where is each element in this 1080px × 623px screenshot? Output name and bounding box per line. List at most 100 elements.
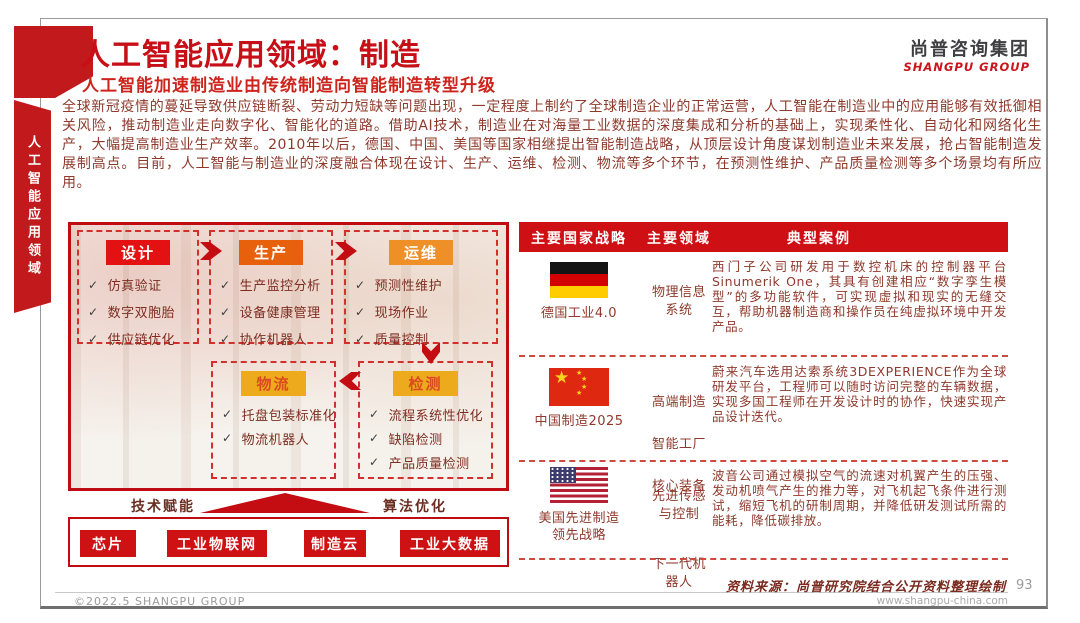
star-icon: ★ bbox=[581, 383, 588, 391]
sidebar-section-tab: 人工智能应用领域 bbox=[14, 100, 51, 313]
check-icon: ✓ bbox=[220, 331, 231, 346]
foundation-chip-bigdata: 工业大数据 bbox=[400, 530, 500, 557]
column-header-strategy: 主要国家战略 bbox=[531, 231, 627, 247]
check-icon: ✓ bbox=[220, 277, 231, 292]
list-item: ✓ 质量控制 bbox=[355, 325, 496, 352]
item-label: 质量控制 bbox=[374, 333, 429, 348]
source-note: 资料来源：尚普研究院结合公开资料整理绘制 bbox=[725, 580, 1006, 595]
enabler-label-algorithm: 算法优化 bbox=[383, 499, 447, 515]
strategy-name: 中国制造2025 bbox=[534, 414, 624, 429]
table-row-germany-flag-cell: 德国工业4.0 bbox=[523, 262, 635, 322]
list-item: ✓ 协作机器人 bbox=[220, 325, 331, 352]
field-line: 先进传感 与控制 bbox=[651, 489, 706, 522]
production-items: ✓ 生产监控分析 ✓ 设备健康管理 ✓ 协作机器人 bbox=[211, 271, 331, 352]
stage-box-operations: 运维 ✓ 预测性维护 ✓ 现场作业 ✓ 质量控制 bbox=[344, 230, 498, 348]
footer-divider bbox=[55, 592, 1008, 593]
stage-chip-logistics: 物流 bbox=[241, 371, 306, 396]
sidebar-section-label: 人工智能应用领域 bbox=[25, 134, 40, 279]
table-row-china-flag-cell: ★ ★ ★ ★ ★ 中国制造2025 bbox=[523, 368, 635, 430]
usa-flag-canton bbox=[550, 467, 576, 483]
stage-box-production: 生产 ✓ 生产监控分析 ✓ 设备健康管理 ✓ 协作机器人 bbox=[209, 230, 333, 348]
field-line: 智能工厂 bbox=[651, 437, 706, 452]
item-label: 预测性维护 bbox=[374, 279, 443, 294]
table-row-germany-fields: 物理信息 系统 bbox=[651, 285, 706, 318]
field-line: 核心装备 bbox=[651, 479, 706, 494]
row-divider bbox=[519, 460, 1008, 462]
check-icon: ✓ bbox=[220, 304, 231, 319]
star-icon: ★ bbox=[576, 369, 583, 377]
brand-name-cn: 尚普咨询集团 bbox=[910, 39, 1030, 60]
item-label: 数字双胞胎 bbox=[107, 306, 176, 321]
stage-box-logistics: 物流 ✓ 托盘包装标准化 ✓ 物流机器人 bbox=[211, 361, 336, 479]
list-item: ✓ 产品质量检测 bbox=[369, 450, 491, 474]
check-icon: ✓ bbox=[369, 407, 380, 421]
website-text: www.shangpu-china.com bbox=[876, 595, 1008, 607]
copyright-text: ©2022.5 SHANGPU GROUP bbox=[74, 595, 246, 608]
foundation-chip-cloud: 制造云 bbox=[304, 530, 366, 557]
list-item: ✓ 现场作业 bbox=[355, 298, 496, 325]
list-item: ✓ 生产监控分析 bbox=[220, 271, 331, 298]
china-flag-icon: ★ ★ ★ ★ ★ bbox=[549, 368, 609, 406]
operations-items: ✓ 预测性维护 ✓ 现场作业 ✓ 质量控制 bbox=[346, 271, 496, 352]
field-line: 高端制造 bbox=[651, 395, 706, 410]
table-row-usa-flag-cell: 美国先进制造 领先战略 bbox=[523, 467, 635, 544]
star-icon: ★ bbox=[576, 389, 583, 397]
list-item: ✓ 流程系统性优化 bbox=[369, 402, 491, 426]
item-label: 托盘包装标准化 bbox=[241, 408, 337, 424]
stage-chip-inspection: 检测 bbox=[393, 371, 458, 396]
item-label: 现场作业 bbox=[374, 306, 429, 321]
item-label: 缺陷检测 bbox=[388, 432, 443, 448]
list-item: ✓ 供应链优化 bbox=[88, 325, 197, 352]
list-item: ✓ 预测性维护 bbox=[355, 271, 496, 298]
strategy-name: 美国先进制造 领先战略 bbox=[538, 511, 620, 543]
manufacturing-flow-panel: 设计 ✓ 仿真验证 ✓ 数字双胞胎 ✓ 供应链优化 生产 ✓ 生产监控分析 ✓ 设备健康管… bbox=[68, 222, 509, 491]
item-label: 仿真验证 bbox=[107, 279, 162, 294]
star-icon: ★ bbox=[554, 368, 570, 388]
list-item: ✓ 托盘包装标准化 bbox=[222, 402, 337, 426]
item-label: 协作机器人 bbox=[239, 333, 308, 348]
list-item: ✓ 设备健康管理 bbox=[220, 298, 331, 325]
foundation-chip-chip: 芯片 bbox=[80, 530, 136, 557]
check-icon: ✓ bbox=[355, 277, 366, 292]
item-label: 生产监控分析 bbox=[239, 279, 321, 294]
brand-name-en: SHANGPU GROUP bbox=[903, 59, 1030, 74]
usa-flag-icon bbox=[550, 467, 608, 503]
check-icon: ✓ bbox=[88, 304, 99, 319]
stage-box-inspection: 检测 ✓ 流程系统性优化 ✓ 缺陷检测 ✓ 产品质量检测 bbox=[358, 361, 493, 479]
stage-box-design: 设计 ✓ 仿真验证 ✓ 数字双胞胎 ✓ 供应链优化 bbox=[77, 230, 199, 348]
germany-flag-icon bbox=[550, 262, 608, 298]
check-icon: ✓ bbox=[355, 304, 366, 319]
foundation-box: 芯片 工业物联网 制造云 工业大数据 bbox=[68, 517, 509, 567]
stage-chip-production: 生产 bbox=[238, 240, 303, 265]
check-icon: ✓ bbox=[88, 277, 99, 292]
check-icon: ✓ bbox=[88, 331, 99, 346]
page-title: 人工智能应用领域：制造 bbox=[80, 38, 421, 73]
page-subtitle: 人工智能加速制造业由传统制造向智能制造转型升级 bbox=[82, 76, 496, 96]
brand-logo: 尚普咨询集团 SHANGPU GROUP bbox=[903, 39, 1030, 74]
enabler-label-tech: 技术赋能 bbox=[131, 499, 195, 515]
star-icon: ★ bbox=[581, 375, 588, 383]
list-item: ✓ 仿真验证 bbox=[88, 271, 197, 298]
row-divider bbox=[519, 355, 1008, 357]
check-icon: ✓ bbox=[355, 331, 366, 346]
table-row-usa-fields: 先进传感 与控制 下一代机 器人 bbox=[639, 470, 719, 610]
column-header-case: 典型案例 bbox=[787, 231, 851, 247]
check-icon: ✓ bbox=[369, 455, 380, 469]
list-item: ✓ 数字双胞胎 bbox=[88, 298, 197, 325]
foundation-chip-iiot: 工业物联网 bbox=[167, 530, 267, 557]
stage-chip-design: 设计 bbox=[105, 240, 170, 265]
item-label: 产品质量检测 bbox=[388, 456, 470, 472]
inspection-items: ✓ 流程系统性优化 ✓ 缺陷检测 ✓ 产品质量检测 bbox=[360, 402, 491, 474]
design-items: ✓ 仿真验证 ✓ 数字双胞胎 ✓ 供应链优化 bbox=[79, 271, 197, 352]
item-label: 物流机器人 bbox=[241, 432, 310, 448]
logistics-items: ✓ 托盘包装标准化 ✓ 物流机器人 bbox=[213, 402, 337, 450]
table-header: 主要国家战略 主要领域 典型案例 bbox=[519, 222, 1008, 252]
table-row-china-case: 蔚来汽车选用达索系统3DEXPERIENCE作为全球研发平台，工程师可以随时访问… bbox=[712, 364, 1007, 424]
strategy-name: 德国工业4.0 bbox=[540, 306, 618, 321]
list-item: ✓ 缺陷检测 bbox=[369, 426, 491, 450]
check-icon: ✓ bbox=[369, 431, 380, 445]
item-label: 供应链优化 bbox=[107, 333, 176, 348]
stage-chip-operations: 运维 bbox=[388, 240, 453, 265]
table-row-china-fields: 高端制造 智能工厂 核心装备 bbox=[639, 371, 719, 518]
